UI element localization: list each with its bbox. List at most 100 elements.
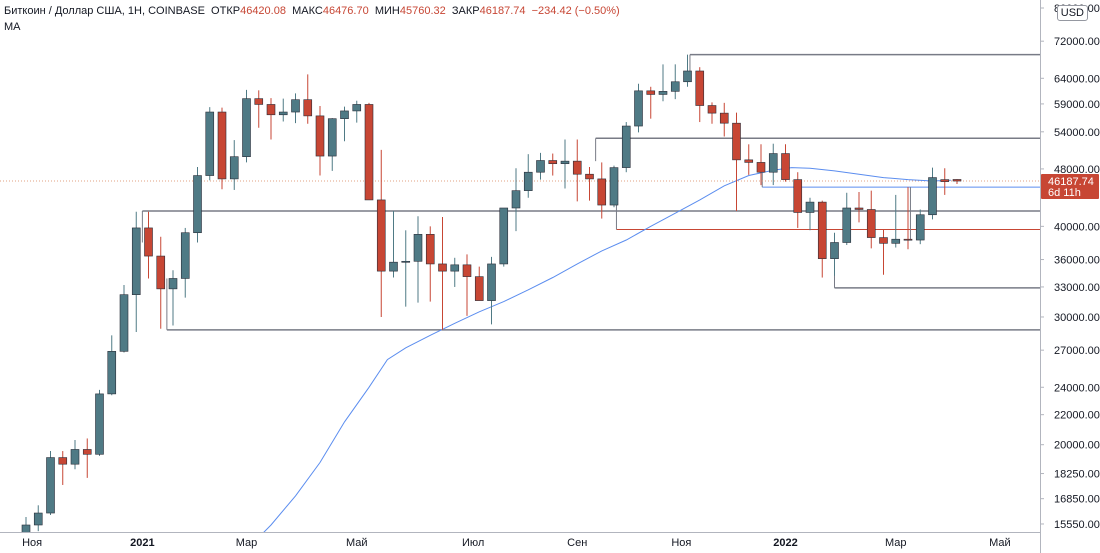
indicator-legend-ma[interactable]: MA bbox=[4, 21, 21, 33]
candle bbox=[719, 102, 729, 137]
candle-body bbox=[291, 99, 300, 113]
candle bbox=[866, 190, 876, 249]
x-tick-label: Сен bbox=[567, 537, 587, 549]
candle-body bbox=[82, 449, 92, 455]
candle bbox=[193, 166, 202, 243]
candle-body bbox=[707, 105, 717, 114]
candle-body bbox=[499, 207, 509, 265]
candle bbox=[634, 83, 643, 133]
candle-body bbox=[719, 112, 729, 124]
y-tick-label: 20000.00 bbox=[1054, 440, 1100, 452]
candle-body bbox=[327, 118, 337, 157]
candle bbox=[707, 102, 717, 124]
candle bbox=[303, 74, 313, 124]
candle-body bbox=[768, 153, 778, 173]
candle-body bbox=[572, 160, 582, 175]
candle bbox=[229, 140, 239, 190]
x-tick-label: Май bbox=[989, 537, 1011, 549]
candle-body bbox=[193, 175, 202, 234]
candle-body bbox=[940, 179, 950, 182]
legend-open-value: 46420.08 bbox=[240, 5, 286, 17]
candle bbox=[364, 102, 374, 201]
candle bbox=[450, 257, 460, 287]
candle-body bbox=[438, 263, 447, 272]
candle-body bbox=[854, 207, 864, 210]
y-tick-label: 64000.00 bbox=[1054, 73, 1100, 85]
x-tick-label: Ноя bbox=[22, 537, 42, 549]
candle-body bbox=[364, 104, 374, 201]
candle bbox=[205, 107, 215, 181]
candle bbox=[609, 165, 619, 208]
candle-body bbox=[597, 178, 607, 206]
candle bbox=[425, 226, 435, 302]
currency-button[interactable]: USD bbox=[1056, 5, 1088, 21]
candle-body bbox=[830, 242, 839, 259]
candle bbox=[168, 270, 178, 326]
y-tick-label: 22000.00 bbox=[1054, 410, 1100, 422]
candle bbox=[352, 100, 362, 123]
candle-body bbox=[536, 160, 545, 173]
candle bbox=[180, 227, 190, 298]
candle bbox=[781, 144, 790, 182]
candle bbox=[952, 179, 962, 184]
x-tick-label: Ноя bbox=[671, 537, 691, 549]
candle-body bbox=[683, 70, 692, 83]
candle-body bbox=[744, 159, 754, 163]
candle bbox=[278, 98, 288, 122]
candle bbox=[82, 438, 92, 478]
candle-body bbox=[180, 232, 190, 279]
candle bbox=[315, 106, 325, 176]
candle-body bbox=[634, 90, 643, 127]
candle-body bbox=[205, 111, 215, 176]
price-tag-countdown: 6d 11h bbox=[1048, 187, 1081, 199]
candle-body bbox=[70, 449, 80, 465]
candle-body bbox=[95, 393, 104, 455]
candle bbox=[46, 451, 55, 515]
candle bbox=[58, 451, 68, 485]
candle bbox=[891, 194, 901, 248]
y-tick-label: 33000.00 bbox=[1054, 282, 1100, 294]
candle bbox=[119, 285, 129, 353]
candle-body bbox=[58, 457, 68, 465]
candle bbox=[340, 106, 349, 142]
candle-body bbox=[621, 125, 631, 168]
candle-body bbox=[548, 160, 558, 165]
candle-body bbox=[217, 111, 227, 180]
candle-body bbox=[254, 98, 264, 105]
candle bbox=[879, 229, 888, 275]
candle-body bbox=[842, 207, 852, 243]
candle-body bbox=[315, 115, 325, 157]
candle bbox=[107, 335, 117, 396]
candle bbox=[683, 54, 692, 87]
candle bbox=[389, 210, 398, 278]
candle bbox=[413, 216, 423, 303]
candle-body bbox=[413, 234, 423, 262]
y-tick-label: 27000.00 bbox=[1054, 345, 1100, 357]
candle-body bbox=[817, 201, 827, 259]
candle-body bbox=[891, 238, 901, 244]
candle-body bbox=[107, 351, 117, 395]
candle bbox=[670, 64, 680, 100]
candle bbox=[572, 139, 582, 202]
candle-body bbox=[523, 171, 533, 191]
y-tick-label: 54000.00 bbox=[1054, 127, 1100, 139]
y-tick-label: 24000.00 bbox=[1054, 382, 1100, 394]
candle bbox=[474, 266, 484, 301]
candle bbox=[744, 144, 754, 175]
x-tick-label: Мар bbox=[885, 537, 907, 549]
candle bbox=[732, 112, 741, 211]
candle bbox=[658, 64, 668, 102]
legend-low-label: МИН bbox=[374, 5, 400, 17]
candle bbox=[830, 232, 839, 276]
candle-body bbox=[21, 524, 31, 532]
candle bbox=[793, 172, 803, 228]
legend-high-label: МАКС bbox=[292, 5, 323, 17]
candle bbox=[70, 440, 80, 470]
candle-body bbox=[376, 199, 386, 272]
chart-legend: Биткоин / Доллар США, 1Н, COINBASE ОТКР4… bbox=[4, 5, 620, 17]
x-tick-label: Май bbox=[346, 537, 368, 549]
candle bbox=[817, 200, 827, 278]
y-tick-label: 18250.00 bbox=[1054, 469, 1100, 481]
candle-body bbox=[474, 276, 484, 301]
